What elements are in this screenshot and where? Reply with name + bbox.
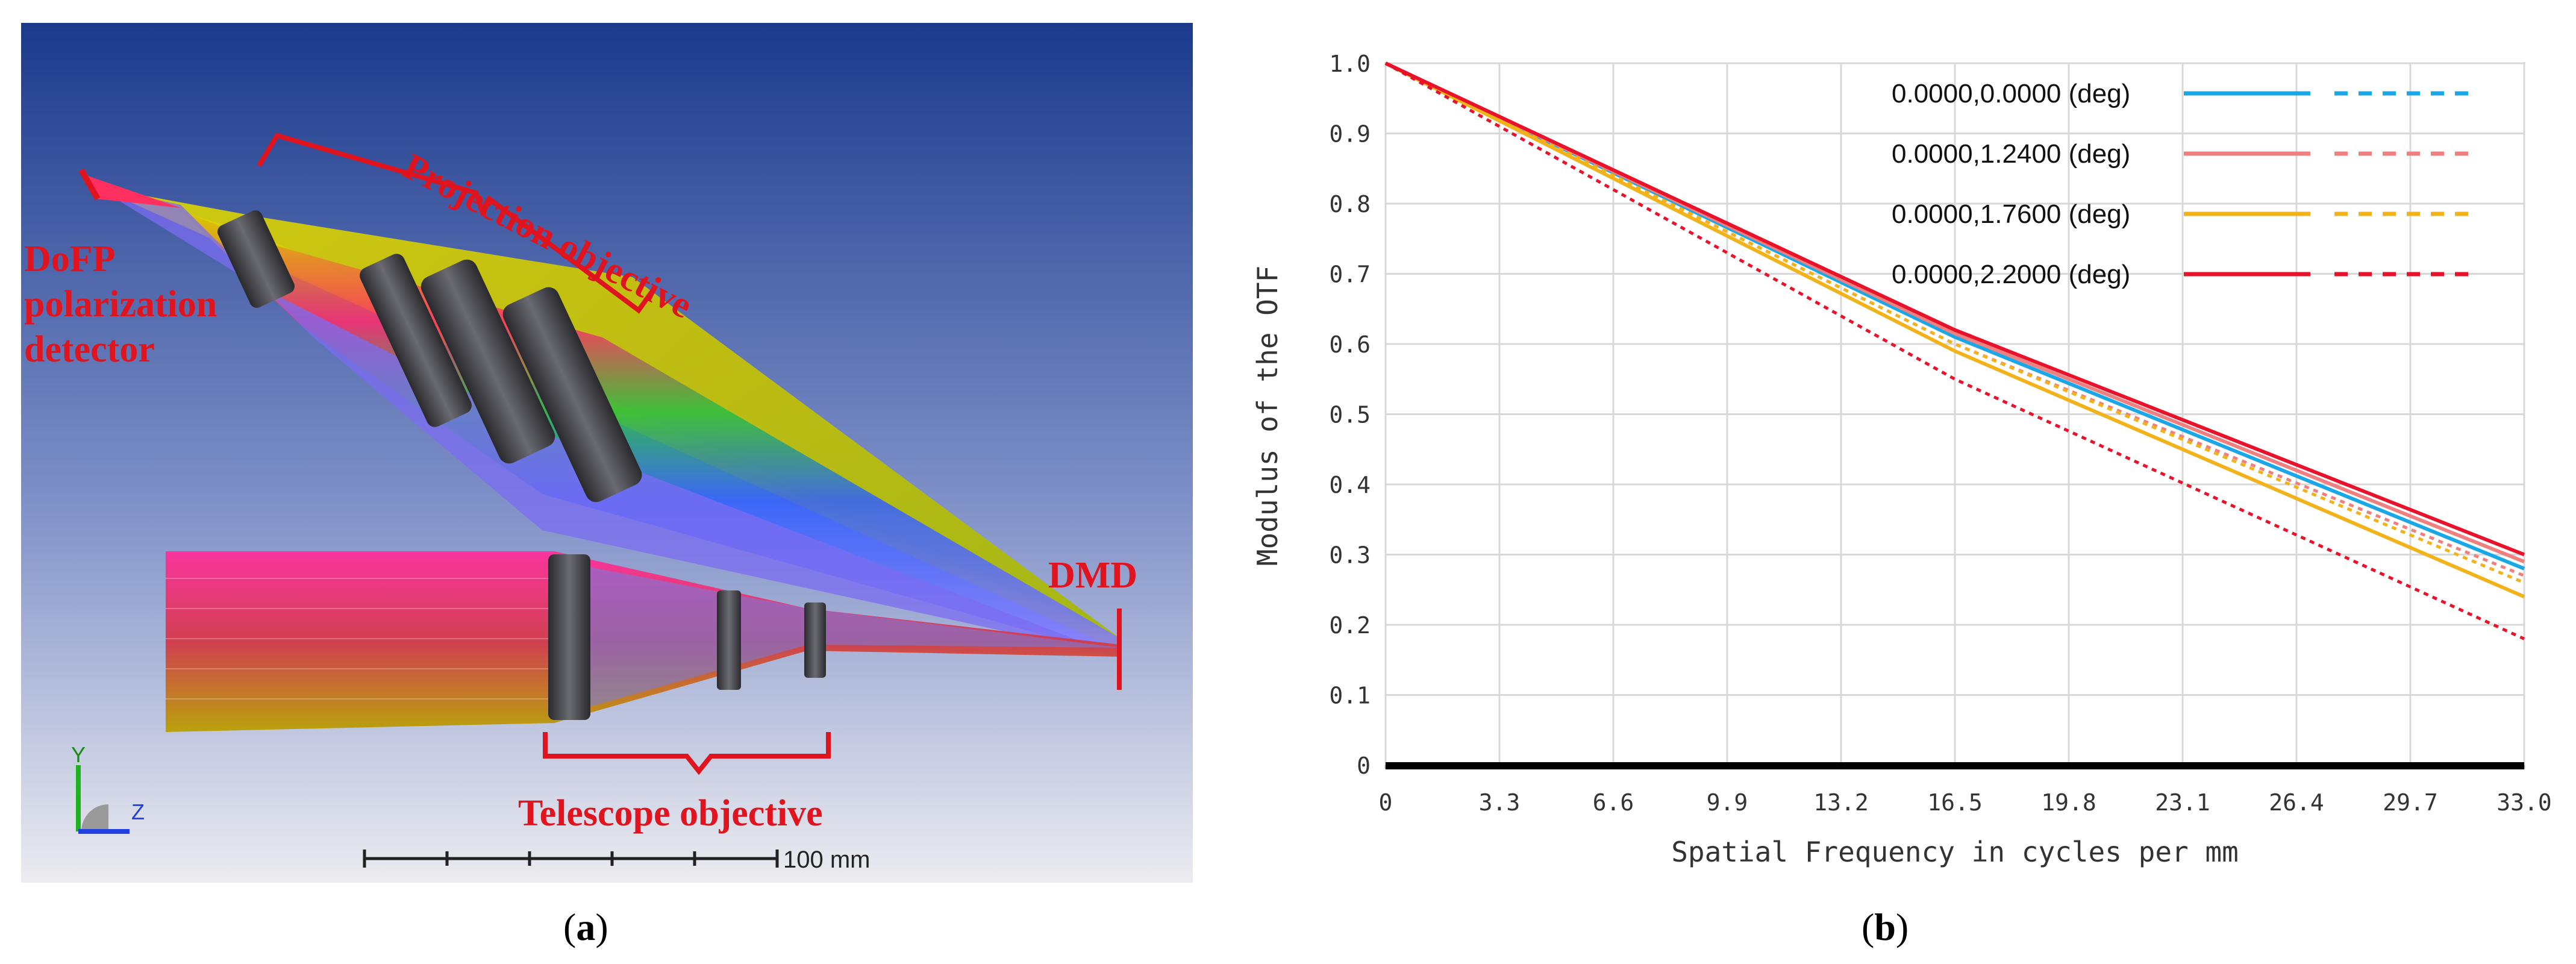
polarization-label: polarization [24,284,217,325]
x-tick-labels: 0 3.3 6.6 9.9 13.2 16.5 19.8 23.1 26.4 29.7 33.0 [1379,789,2552,816]
axis-triad: Y Z [71,742,145,834]
x-tick-label: 16.5 [1927,789,1983,816]
svg-text:(b): (b) [1862,906,1909,948]
x-tick-label: 19.8 [2041,789,2096,816]
y-tick-label: 0.2 [1329,612,1371,639]
dofp-label: DoFP [24,239,116,280]
x-tick-label: 3.3 [1479,789,1521,816]
x-axis-baseline [1386,762,2524,769]
x-tick-label: 9.9 [1707,789,1748,816]
legend-entry-label: 0.0000,2.2000 (deg) [1892,260,2130,289]
series-line-7 [1384,61,2525,557]
y-tick-label: 0.8 [1329,191,1371,218]
x-tick-label: 23.1 [2155,789,2210,816]
detector-label: detector [24,329,155,370]
legend-entry-label: 0.0000,1.7600 (deg) [1892,199,2130,229]
x-tick-label: 0 [1379,789,1393,816]
y-tick-label: 0.3 [1329,542,1371,569]
series-line-2 [1384,61,2525,571]
y-tick-label: 0.1 [1329,683,1371,709]
series-group [1384,61,2525,640]
x-tick-label: 29.7 [2383,789,2438,816]
y-tick-label: 0.4 [1329,472,1371,498]
scale-bar-label: 100 mm [783,847,871,873]
panel-b-caption: (b) [1862,906,1909,948]
lens-element [217,210,295,308]
y-tick-label: 0 [1357,753,1371,779]
panel-a-letter: a [576,906,595,948]
x-tick-label: 6.6 [1593,789,1634,816]
y-tick-label: 0.5 [1329,402,1371,428]
telescope-rays-blue [554,560,1121,717]
lens-element [804,602,826,678]
dmd-label: DMD [1048,555,1137,596]
x-tick-label: 13.2 [1813,789,1869,816]
panel-a-caption: (a) [563,906,608,948]
z-axis-letter: Z [131,800,145,824]
x-tick-label: 26.4 [2269,789,2324,816]
scale-bar [363,850,779,868]
y-tick-label: 1.0 [1329,51,1371,77]
projection-rays-violet [96,187,1121,657]
mtf-chart: 0 3.3 6.6 9.9 13.2 16.5 19.8 23.1 26.4 29.7 33.0 0… [1251,51,2552,868]
telescope-lens-group [548,554,826,720]
y-tick-label: 0.7 [1329,261,1371,288]
y-axis-letter: Y [71,742,86,767]
legend: 0.0000,0.0000 (deg) 0.0000,1.2400 (deg) 0.… [1892,79,2476,289]
svg-text:(a): (a) [563,906,608,948]
detector-rays [84,175,181,208]
y-tick-label: 0.6 [1329,331,1371,358]
optical-layout-panel: Projection objective DoFP polarization d… [21,23,1193,883]
legend-entry-label: 0.0000,0.0000 (deg) [1892,79,2130,108]
y-tick-label: 0.9 [1329,121,1371,148]
series-line-4 [1384,61,2525,577]
x-tick-label: 33.0 [2496,789,2552,816]
series-line-5 [1384,61,2525,599]
telescope-ray-lines [166,578,554,700]
lens-element [502,287,642,502]
legend-entry-label: 0.0000,1.2400 (deg) [1892,139,2130,169]
detector-plane [78,168,101,201]
telescope-bracket [543,732,831,775]
lens-element [420,259,555,464]
y-tick-labels: 0 0.1 0.2 0.3 0.4 0.5 0.6 0.7 0.8 0.9 1.0 [1329,51,1371,779]
telescope-objective-label: Telescope objective [518,793,823,834]
x-axis-label: Spatial Frequency in cycles per mm [1671,836,2239,868]
projection-lens-group [217,210,642,502]
lens-element [717,590,741,690]
projection-bracket [257,133,656,314]
lens-element [360,254,472,427]
y-axis-label: Modulus of the OTF [1251,266,1284,566]
lens-element [548,554,590,720]
panel-b-letter: b [1874,906,1896,948]
